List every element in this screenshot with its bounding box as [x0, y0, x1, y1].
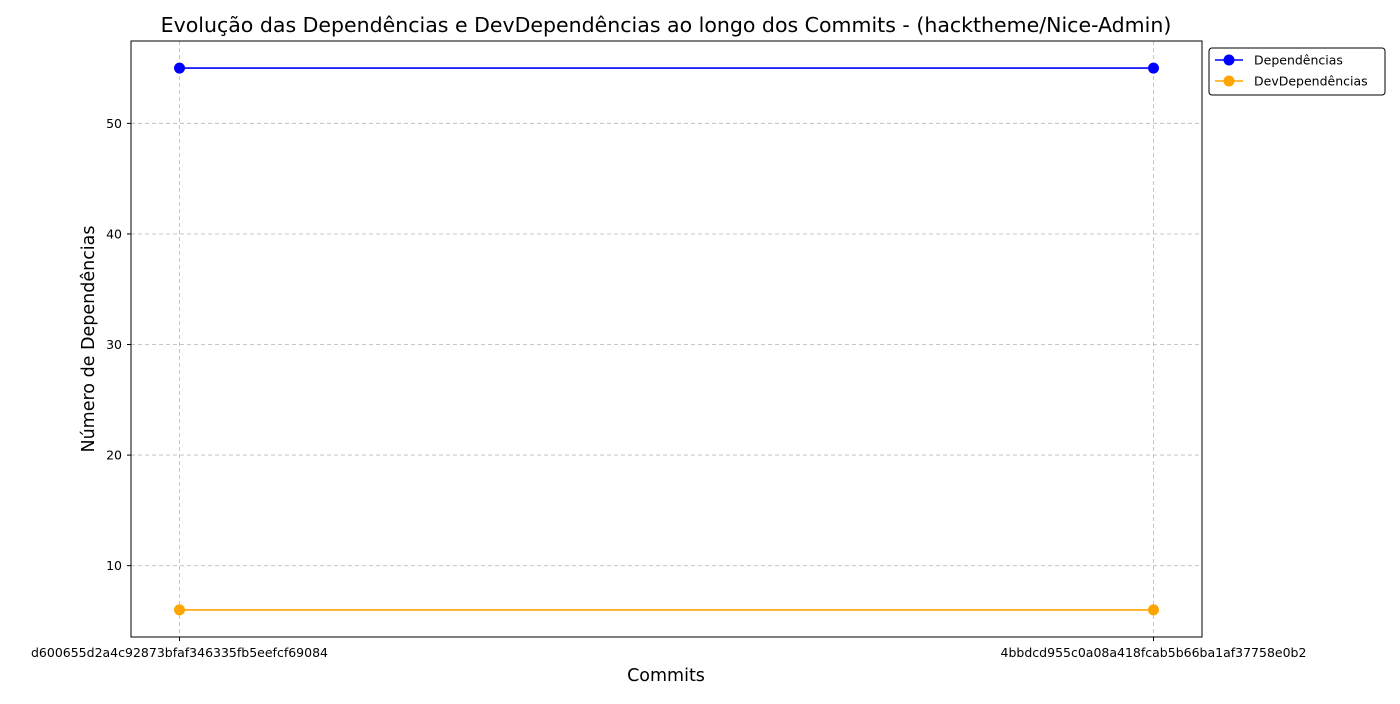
- y-tick-label: 10: [106, 558, 122, 573]
- legend-marker: [1223, 75, 1235, 87]
- x-axis-ticks: d600655d2a4c92873bfaf346335fb5eefcf69084…: [31, 637, 1306, 660]
- y-axis-ticks: 10 20 30 40 50: [106, 116, 131, 573]
- data-point: [1148, 604, 1159, 616]
- y-axis-label: Número de Dependências: [79, 225, 99, 452]
- y-tick-label: 50: [106, 116, 122, 131]
- legend-label: DevDependências: [1254, 74, 1368, 89]
- series-layer: [174, 62, 1159, 616]
- data-point: [174, 62, 185, 74]
- y-tick-label: 40: [106, 226, 122, 241]
- legend-marker: [1223, 54, 1235, 66]
- y-tick-label: 20: [106, 448, 122, 463]
- legend: Dependências DevDependências: [1208, 47, 1386, 96]
- legend-label: Dependências: [1254, 53, 1343, 68]
- data-point: [1148, 62, 1159, 74]
- grid: [131, 41, 1202, 637]
- legend-items: Dependências DevDependências: [1215, 53, 1368, 89]
- y-tick-label: 30: [106, 337, 122, 352]
- data-point: [174, 604, 185, 616]
- x-axis-label: Commits: [627, 666, 705, 686]
- chart-title: Evolução das Dependências e DevDependênc…: [161, 13, 1172, 37]
- plot-frame: [130, 40, 1203, 638]
- x-tick-label: d600655d2a4c92873bfaf346335fb5eefcf69084: [31, 645, 328, 660]
- x-tick-label: 4bbdcd955c0a08a418fcab5b66ba1af37758e0b2: [1001, 645, 1307, 660]
- legend-frame: [1208, 47, 1386, 96]
